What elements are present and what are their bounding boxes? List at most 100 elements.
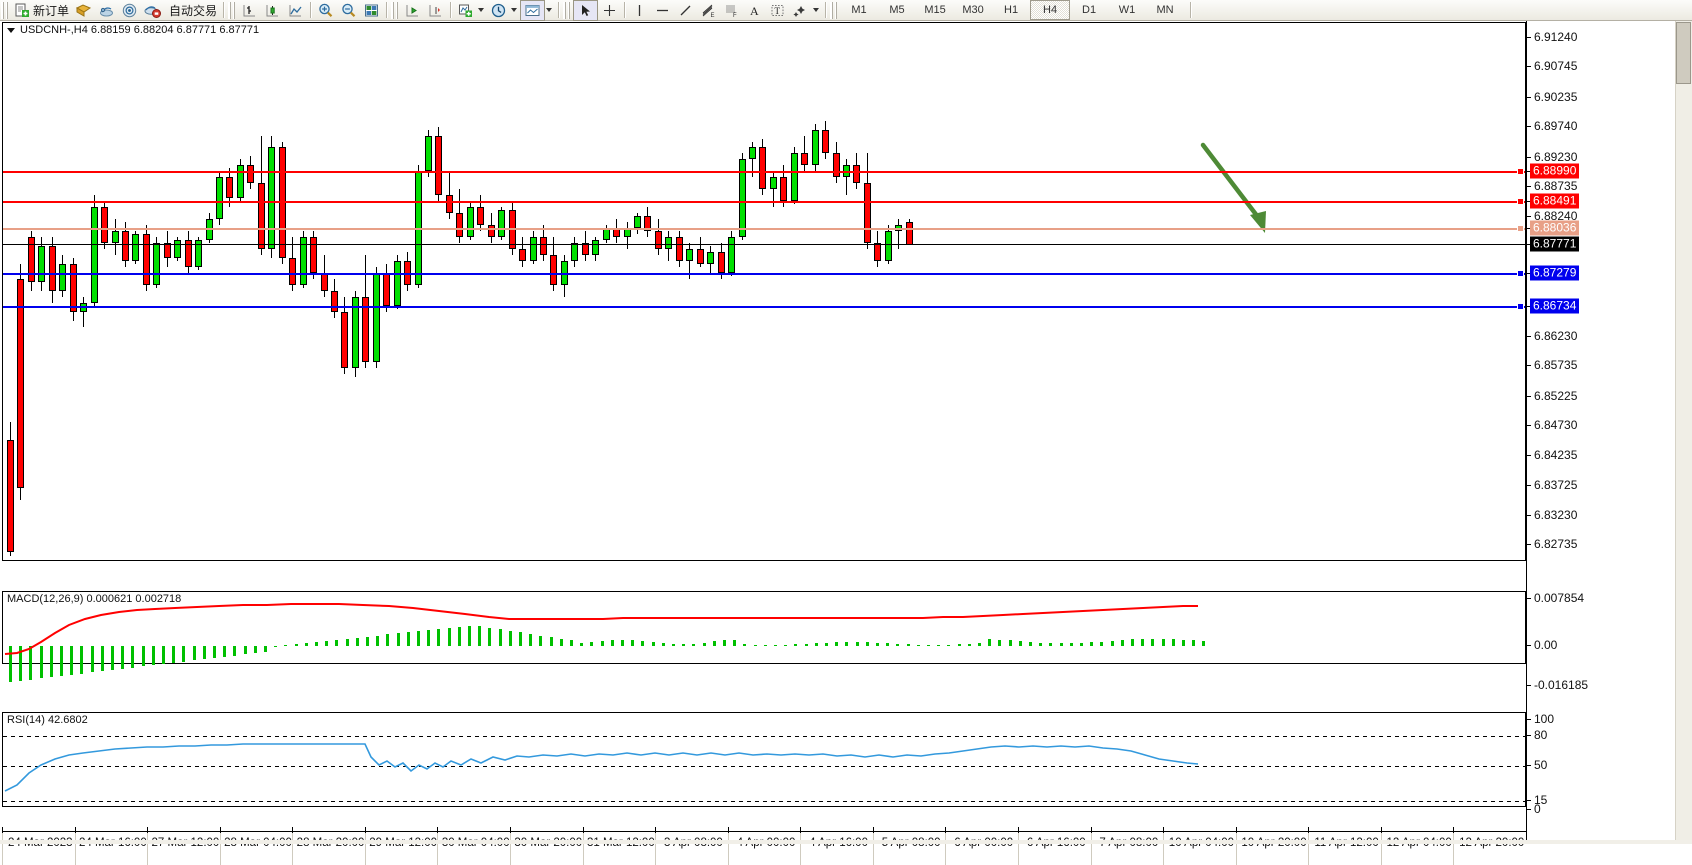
- timeframe-d1[interactable]: D1: [1082, 4, 1097, 16]
- timeframe-h4[interactable]: H4: [1030, 0, 1071, 20]
- line-chart-button[interactable]: [284, 1, 307, 20]
- tile-windows-button[interactable]: [360, 1, 383, 20]
- candle: [498, 23, 506, 560]
- candlestick-chart-button[interactable]: [261, 1, 284, 20]
- macd-histogram-bar: [406, 632, 410, 646]
- time-axis-separator: [945, 833, 947, 865]
- price-level-line[interactable]: [3, 243, 1525, 245]
- timeframe-mn[interactable]: MN: [1156, 4, 1174, 16]
- new-order-button[interactable]: 新订单: [11, 1, 72, 20]
- chart-collapse-arrow[interactable]: [7, 27, 15, 33]
- crosshair-button[interactable]: [598, 1, 621, 20]
- price-level-line[interactable]: [3, 200, 1525, 203]
- price-level-line[interactable]: [3, 227, 1525, 230]
- macd-histogram-bar: [967, 643, 971, 646]
- bar-chart-icon: [241, 2, 258, 19]
- timeframe-m30[interactable]: M30: [962, 4, 984, 16]
- level-tag-pivot[interactable]: 6.88036: [1530, 220, 1580, 236]
- price-level-handle[interactable]: [1517, 197, 1524, 205]
- vertical-line-icon: [631, 2, 648, 19]
- templates-dropdown-arrow[interactable]: [546, 8, 553, 12]
- level-tag-resistance-2[interactable]: 6.88491: [1530, 193, 1580, 209]
- candle-body: [372, 272, 380, 363]
- level-tag-support-2[interactable]: 6.86734: [1530, 298, 1580, 314]
- trendline-icon: [677, 2, 694, 19]
- templates-button[interactable]: [520, 0, 546, 21]
- shapes-dropdown-arrow[interactable]: [813, 8, 820, 12]
- price-pane[interactable]: USDCNH-,H4 6.88159 6.88204 6.87771 6.877…: [2, 22, 1526, 561]
- candle: [728, 23, 736, 560]
- time-axis-tick: [2, 827, 3, 833]
- price-level-line[interactable]: [3, 273, 1525, 276]
- chart-shift-icon: [404, 2, 421, 19]
- macd-pane[interactable]: MACD(12,26,9) 0.000621 0.002718: [2, 591, 1526, 682]
- candle-body: [236, 165, 244, 199]
- price-level-handle[interactable]: [1517, 270, 1524, 278]
- timeframe-m15[interactable]: M15: [924, 4, 946, 16]
- candle: [508, 23, 516, 560]
- horizontal-line-button[interactable]: [651, 1, 674, 20]
- time-axis-tick: [1163, 827, 1165, 833]
- vertical-scrollbar[interactable]: [1675, 21, 1692, 844]
- indicators-button[interactable]: [454, 1, 477, 20]
- macd-histogram-bar: [559, 638, 563, 646]
- price-level-handle[interactable]: [1517, 302, 1524, 310]
- macd-histogram-bar: [355, 637, 359, 646]
- price-axis[interactable]: 6.91240 6.90745 6.90235 6.89740 6.89230 6.887…: [1526, 21, 1677, 844]
- chart-plot-area[interactable]: USDCNH-,H4 6.88159 6.88204 6.87771 6.877…: [2, 21, 1526, 865]
- navigator-button[interactable]: [118, 1, 141, 20]
- fibonacci-button[interactable]: E: [697, 1, 720, 20]
- bar-chart-button[interactable]: [238, 1, 261, 20]
- macd-histogram-bar: [1049, 643, 1053, 646]
- toolbar-grip-4[interactable]: [563, 1, 572, 19]
- autotrading-button[interactable]: 自动交易: [164, 1, 220, 20]
- zoom-in-button[interactable]: [314, 1, 337, 20]
- cursor-button[interactable]: [573, 0, 599, 21]
- price-level-line[interactable]: [3, 170, 1525, 173]
- zoom-out-button[interactable]: [337, 1, 360, 20]
- timeframe-h1[interactable]: H1: [1004, 4, 1019, 16]
- candle-body: [686, 248, 694, 261]
- candle: [90, 23, 98, 560]
- price-level-line[interactable]: [3, 305, 1525, 308]
- macd-histogram-bar: [814, 643, 818, 646]
- macd-histogram-bar: [29, 646, 33, 680]
- shapes-button[interactable]: [789, 1, 812, 20]
- period-button[interactable]: [487, 1, 510, 20]
- candle: [644, 23, 652, 560]
- time-axis-separator: [582, 833, 584, 865]
- time-axis-tick: [1380, 827, 1382, 833]
- channel-button[interactable]: F: [720, 1, 743, 20]
- macd-histogram-bar: [1110, 640, 1114, 646]
- rsi-pane[interactable]: RSI(14) 42.6802: [2, 712, 1526, 807]
- timeframe-m1[interactable]: M1: [851, 4, 867, 16]
- text-button[interactable]: A: [743, 1, 766, 20]
- auto-scroll-button[interactable]: [424, 1, 447, 20]
- terminal-button[interactable]: [141, 1, 164, 20]
- trendline-button[interactable]: [674, 1, 697, 20]
- vertical-line-button[interactable]: [628, 1, 651, 20]
- toolbar-grip-5[interactable]: [830, 1, 839, 19]
- candle: [456, 23, 464, 560]
- profiles-button[interactable]: [72, 1, 95, 20]
- price-level-handle[interactable]: [1517, 224, 1524, 232]
- period-dropdown-arrow[interactable]: [511, 8, 518, 12]
- indicators-dropdown-arrow[interactable]: [478, 8, 485, 12]
- toolbar-grip-2[interactable]: [228, 1, 237, 19]
- level-tag-last-price[interactable]: 6.87771: [1530, 236, 1580, 252]
- market-watch-button[interactable]: [95, 1, 118, 20]
- chart-shift-button[interactable]: [401, 1, 424, 20]
- candle: [268, 23, 276, 560]
- macd-histogram-bar: [141, 646, 145, 667]
- macd-histogram-bar: [712, 641, 716, 646]
- vertical-scrollbar-thumb[interactable]: [1676, 22, 1691, 84]
- toolbar-grip[interactable]: [1, 1, 9, 19]
- level-tag-resistance-1[interactable]: 6.88990: [1530, 163, 1580, 179]
- text-label-button[interactable]: T: [766, 1, 789, 20]
- toolbar-grip-3[interactable]: [391, 1, 400, 19]
- time-axis-tick: [582, 827, 584, 833]
- timeframe-m5[interactable]: M5: [889, 4, 905, 16]
- price-level-handle[interactable]: [1517, 167, 1524, 175]
- level-tag-support-1[interactable]: 6.87279: [1530, 265, 1580, 281]
- timeframe-w1[interactable]: W1: [1118, 4, 1136, 16]
